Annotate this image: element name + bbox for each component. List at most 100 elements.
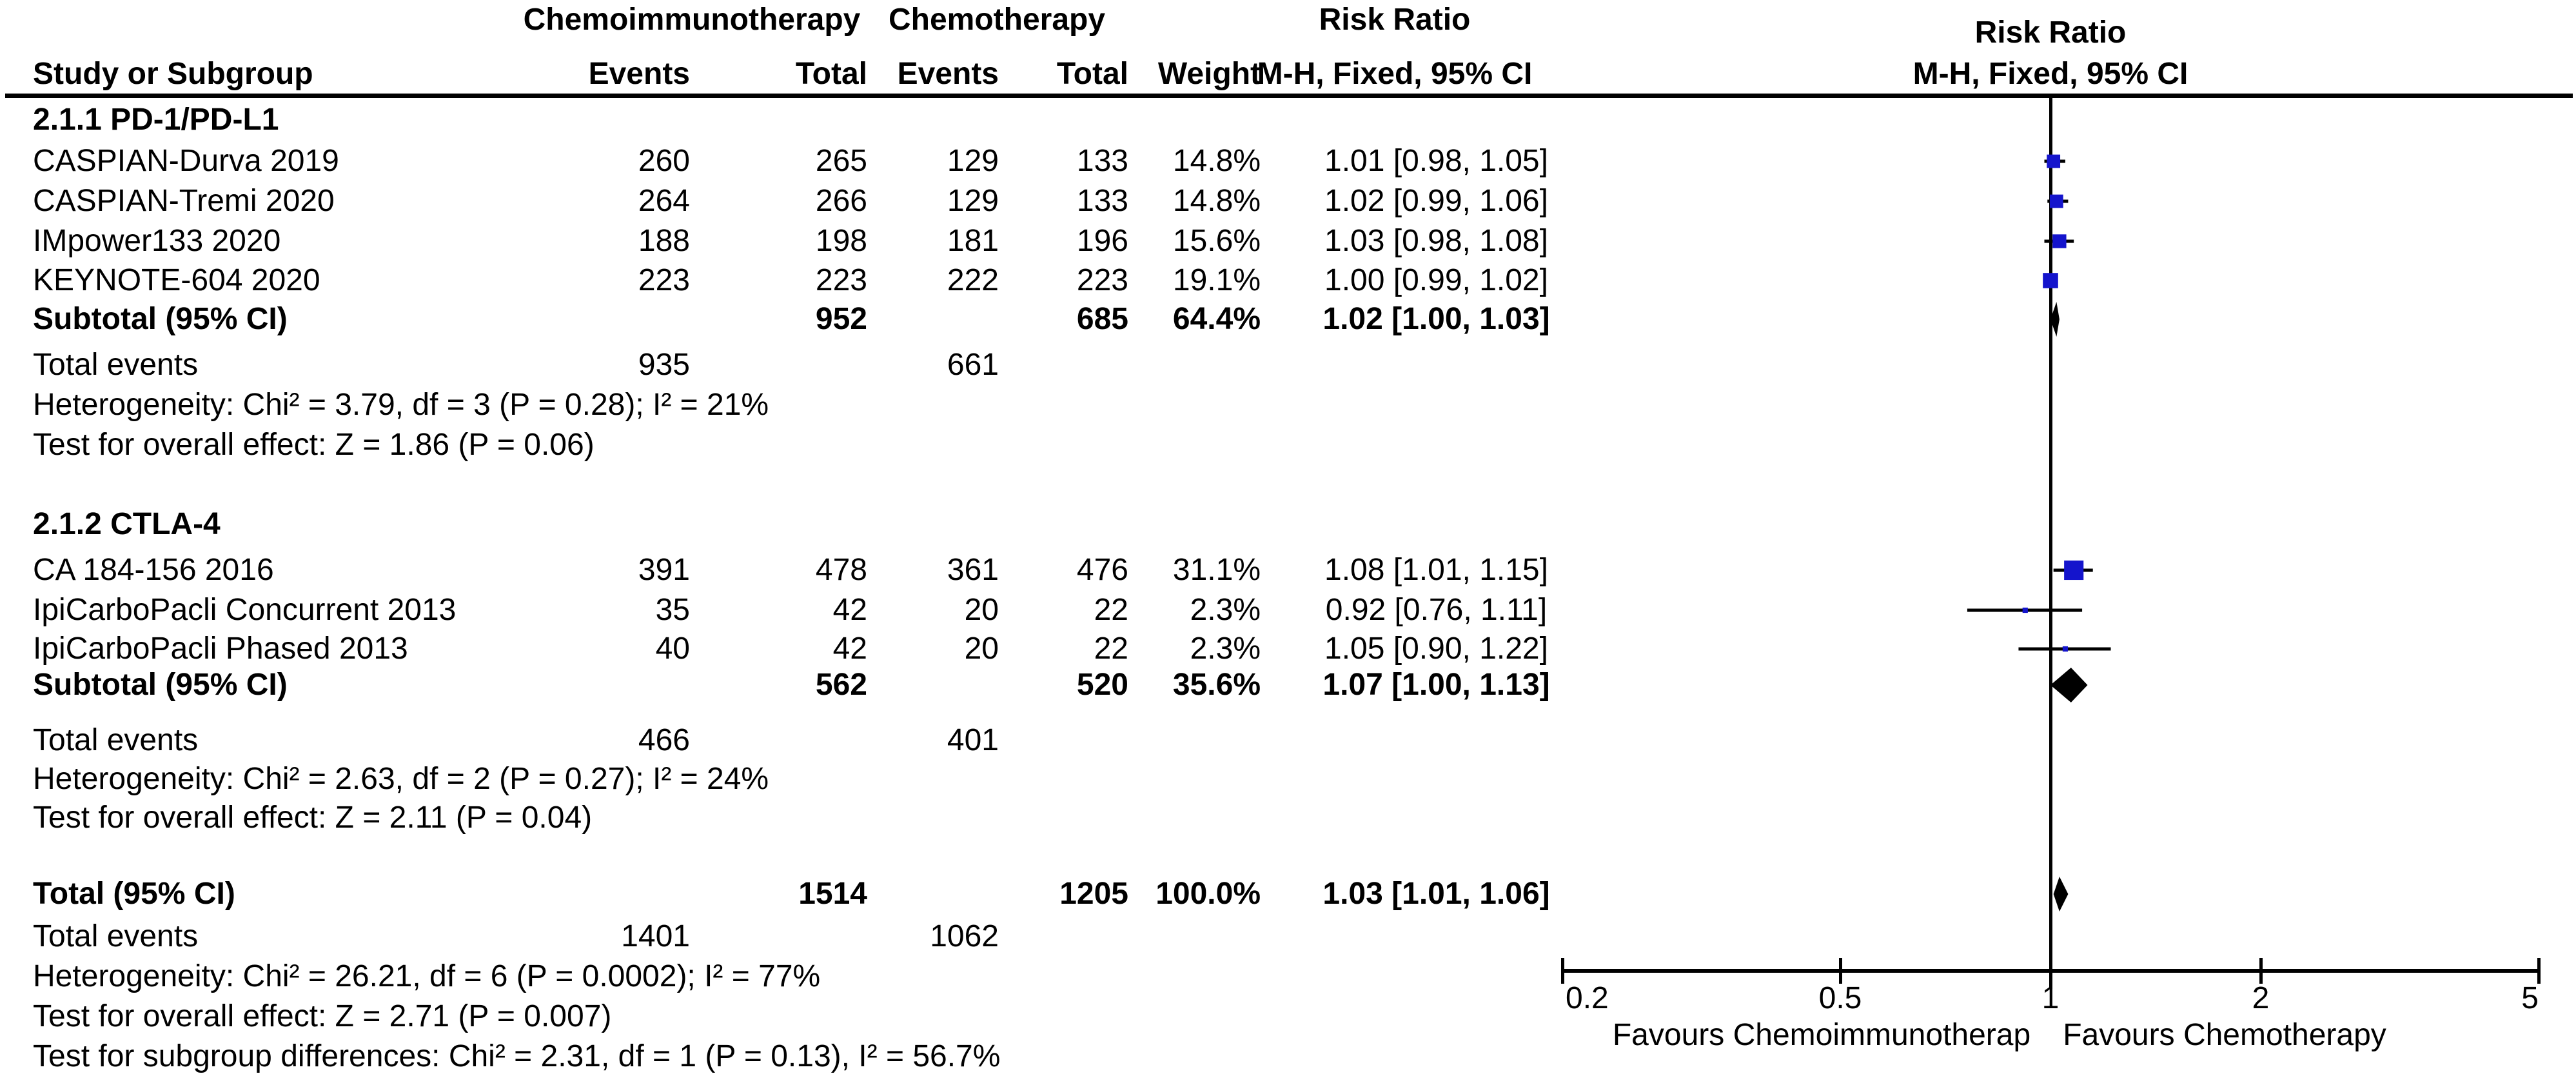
risk-ratio-ci-text — [1303, 957, 1570, 997]
total-treatment-header: Total — [795, 57, 867, 91]
forest-plot-row — [1967, 607, 2083, 613]
pooled-diamond — [2050, 302, 2060, 337]
risk-ratio-ci-text — [1303, 100, 1570, 140]
events-control: 222 — [947, 263, 999, 297]
weight-value: 2.3% — [1190, 593, 1261, 627]
events-treatment — [529, 798, 690, 838]
group-treatment-header: Chemoimmunotherapy — [523, 3, 861, 37]
forest-plot-row — [2053, 877, 2069, 911]
forest-plot-row — [1548, 345, 2576, 385]
study-label: Subtotal (95% CI) — [33, 302, 288, 336]
axis-tick — [1839, 958, 1842, 984]
risk-ratio-ci-text: 1.05 [0.90, 1.22] — [1324, 632, 1548, 666]
axis-tick — [2049, 958, 2052, 989]
total-treatment: 42 — [832, 593, 867, 627]
total-control: 133 — [1076, 144, 1128, 178]
no-effect-line — [2049, 98, 2052, 971]
table-row: Total events 1401 1062 — [0, 917, 2576, 957]
forest-plot-row — [2018, 646, 2111, 652]
forest-plot-row — [2050, 668, 2088, 702]
study-column-header: Study or Subgroup — [33, 57, 313, 91]
events-treatment — [529, 1037, 690, 1077]
events-treatment: 188 — [638, 224, 690, 258]
risk-ratio-ci-text — [1303, 798, 1570, 838]
plot-header-line1: Risk Ratio — [1974, 15, 2127, 50]
table-row: Total events 466 401 — [0, 721, 2576, 761]
table-row: IMpower133 2020 188 198 181 196 15.6% 1.… — [0, 221, 2576, 261]
risk-ratio-ci-text — [1303, 721, 1570, 761]
events-treatment — [529, 997, 690, 1037]
events-treatment — [529, 100, 690, 140]
total-treatment: 952 — [815, 302, 867, 336]
events-control: 20 — [964, 632, 999, 666]
table-row: Total (95% CI) 1514 1205 100.0% 1.03 [1.… — [0, 874, 2576, 914]
table-row: Heterogeneity: Chi² = 26.21, df = 6 (P =… — [0, 957, 2576, 997]
study-label: 2.1.2 CTLA-4 — [33, 507, 221, 541]
forest-plot-row — [1548, 798, 2576, 838]
study-label: Total events — [33, 723, 199, 757]
events-treatment: 260 — [638, 144, 690, 178]
table-row: Test for overall effect: Z = 1.86 (P = 0… — [0, 425, 2576, 465]
study-label: Heterogeneity: Chi² = 2.63, df = 2 (P = … — [33, 762, 769, 796]
weight-value — [1099, 345, 1261, 385]
risk-ratio-ci-text — [1303, 759, 1570, 799]
total-control: 476 — [1076, 553, 1128, 587]
weight-value — [1099, 504, 1261, 544]
axis-tick-label: 1 — [2042, 981, 2060, 1015]
table-row: 2.1.2 CTLA-4 — [0, 504, 2576, 544]
table-row: KEYNOTE-604 2020 223 223 222 223 19.1% 1… — [0, 261, 2576, 301]
study-label: IpiCarboPacli Phased 2013 — [33, 632, 408, 666]
total-treatment: 1514 — [798, 877, 867, 911]
study-label: Total events — [33, 348, 199, 382]
forest-plot-row — [1548, 425, 2576, 465]
study-label: Test for subgroup differences: Chi² = 2.… — [33, 1039, 1001, 1073]
weight-value — [1099, 100, 1261, 140]
weight-value: 64.4% — [1172, 302, 1261, 336]
events-treatment — [529, 299, 690, 339]
events-treatment: 1401 — [621, 919, 690, 953]
study-label: 2.1.1 PD-1/PD-L1 — [33, 103, 279, 137]
study-label: Test for overall effect: Z = 2.11 (P = 0… — [33, 801, 593, 835]
favours-left-label: Favours Chemoimmunotherap — [1613, 1018, 2030, 1052]
study-label: Subtotal (95% CI) — [33, 668, 288, 702]
table-row: Total events 935 661 — [0, 345, 2576, 385]
weight-value: 19.1% — [1172, 263, 1261, 297]
risk-ratio-ci-text: 0.92 [0.76, 1.11] — [1325, 593, 1548, 627]
events-control: 661 — [947, 348, 999, 382]
total-control: 133 — [1076, 184, 1128, 218]
group-control-header: Chemotherapy — [888, 3, 1106, 37]
effect-square — [2052, 234, 2067, 248]
weight-value — [1099, 759, 1261, 799]
table-row: Test for subgroup differences: Chi² = 2.… — [0, 1037, 2576, 1077]
study-label: CASPIAN-Tremi 2020 — [33, 184, 335, 218]
study-label: CA 184-156 2016 — [33, 553, 274, 587]
effect-square — [2049, 194, 2063, 208]
events-control: 401 — [947, 723, 999, 757]
table-row: CASPIAN-Tremi 2020 264 266 129 133 14.8%… — [0, 181, 2576, 221]
forest-plot-row — [2044, 234, 2074, 248]
total-treatment: 42 — [832, 632, 867, 666]
weight-value — [1099, 917, 1261, 957]
total-control: 196 — [1076, 224, 1128, 258]
weight-value: 14.8% — [1172, 184, 1261, 218]
table-row: IpiCarboPacli Concurrent 2013 35 42 20 2… — [0, 590, 2576, 630]
weight-value: 2.3% — [1190, 632, 1261, 666]
weight-value — [1099, 721, 1261, 761]
pooled-diamond — [2050, 668, 2088, 702]
events-treatment — [529, 504, 690, 544]
events-treatment — [529, 665, 690, 705]
forest-plot-row — [1548, 100, 2576, 140]
risk-ratio-ci-text — [1303, 425, 1570, 465]
events-treatment: 264 — [638, 184, 690, 218]
risk-ratio-ci-text: 1.03 [1.01, 1.06] — [1322, 877, 1550, 911]
total-control-header: Total — [1056, 57, 1128, 91]
risk-ratio-ci-text: 1.07 [1.00, 1.13] — [1322, 668, 1550, 702]
forest-plot-row — [1548, 385, 2576, 425]
risk-ratio-ci-text: 1.01 [0.98, 1.05] — [1324, 144, 1548, 178]
events-control: 1062 — [930, 919, 999, 953]
forest-plot-row — [1548, 759, 2576, 799]
plot-header-line2: M-H, Fixed, 95% CI — [1912, 57, 2188, 91]
events-treatment — [529, 759, 690, 799]
x-axis: 0.2 0.5 1 2 5 Favours Chemoimmunotherap … — [1561, 958, 2541, 1052]
events-treatment: 35 — [655, 593, 690, 627]
